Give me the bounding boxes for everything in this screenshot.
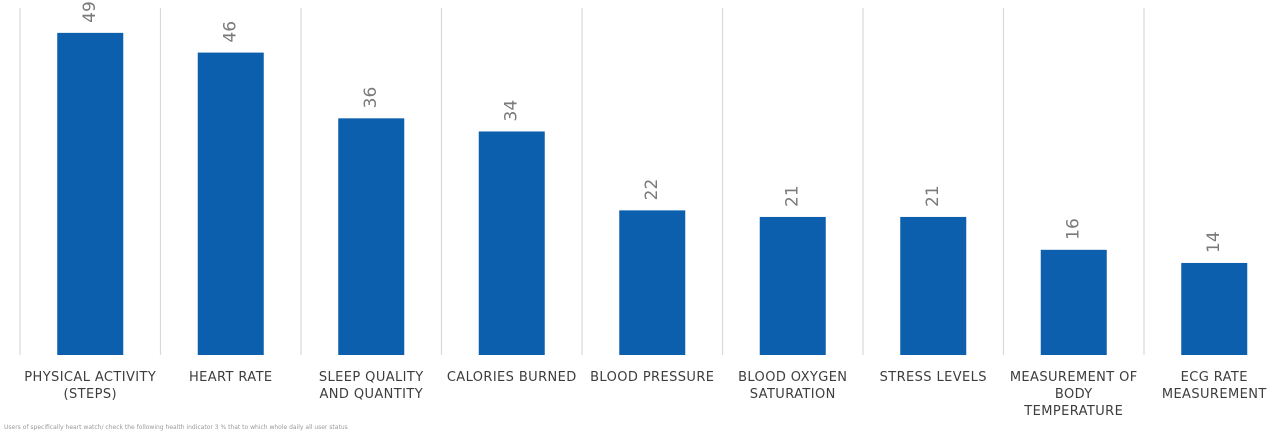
bar bbox=[338, 118, 405, 355]
bar bbox=[478, 131, 545, 355]
data-label: 14 bbox=[1204, 231, 1224, 253]
x-tick-label: BLOOD PRESSURE bbox=[590, 370, 715, 385]
x-tick-label: STRESS LEVELS bbox=[879, 370, 987, 385]
data-label: 21 bbox=[923, 185, 943, 207]
bar bbox=[619, 210, 686, 355]
bar bbox=[1181, 262, 1248, 355]
x-tick-label: BLOOD OXYGEN SATURATION bbox=[738, 370, 848, 402]
x-tick-label: MEASUREMENT OF BODY TEMPERATURE bbox=[1009, 370, 1138, 419]
data-label: 34 bbox=[502, 100, 522, 122]
data-label: 36 bbox=[361, 87, 381, 109]
data-label: 21 bbox=[783, 185, 803, 207]
footnote: Users of specifically heart watch/ check… bbox=[4, 424, 348, 431]
x-tick-label: CALORIES BURNED bbox=[446, 370, 577, 385]
data-label: 22 bbox=[642, 179, 662, 201]
x-tick-label: PHYSICAL ACTIVITY (STEPS) bbox=[24, 370, 157, 402]
x-tick-label: ECG RATE MEASUREMENT bbox=[1161, 370, 1267, 402]
data-label: 49 bbox=[80, 1, 100, 23]
bar bbox=[57, 32, 124, 356]
bar bbox=[759, 216, 826, 355]
data-label: 16 bbox=[1064, 218, 1084, 240]
x-tick-label: HEART RATE bbox=[188, 370, 273, 385]
x-tick-label: SLEEP QUALITY AND QUANTITY bbox=[318, 370, 424, 402]
bar bbox=[900, 216, 967, 355]
bar bbox=[1040, 249, 1107, 355]
data-label: 46 bbox=[221, 21, 241, 43]
bar bbox=[197, 52, 264, 356]
